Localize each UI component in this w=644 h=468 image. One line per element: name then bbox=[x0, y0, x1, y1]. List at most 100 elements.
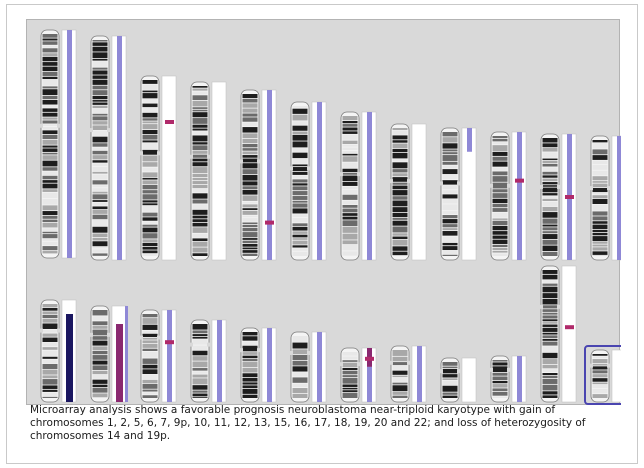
centromere-notch bbox=[257, 348, 260, 352]
chromosome-band bbox=[143, 206, 158, 212]
chromosome-band bbox=[493, 213, 508, 218]
chromosome-band bbox=[343, 156, 358, 161]
chromosome-band bbox=[493, 136, 508, 138]
chromosome-band bbox=[593, 370, 608, 373]
chromosome-band bbox=[93, 238, 108, 241]
chromosome-band bbox=[293, 148, 308, 152]
chromosome-band bbox=[43, 334, 58, 337]
chromosome-band bbox=[443, 236, 458, 242]
chromosome-band bbox=[143, 93, 158, 98]
chromosome-band bbox=[43, 390, 58, 392]
chromosome-chr4 bbox=[190, 82, 226, 260]
centromere-notch bbox=[240, 348, 243, 352]
chromosome-band bbox=[293, 248, 308, 250]
chromosome-band bbox=[343, 251, 358, 255]
chromosome-band bbox=[593, 184, 608, 188]
chromosome-band bbox=[393, 207, 408, 212]
chromosome-band bbox=[293, 252, 308, 256]
chromosome-band bbox=[543, 270, 558, 274]
chromosome-band bbox=[193, 110, 208, 112]
chromosome-band bbox=[193, 391, 208, 393]
chromosome-band bbox=[93, 167, 108, 171]
chromosome-band bbox=[93, 121, 108, 124]
chromosome-band bbox=[193, 362, 208, 368]
chromosome-band bbox=[93, 114, 108, 116]
chromosome-band bbox=[293, 141, 308, 147]
highlight-mark bbox=[165, 120, 174, 124]
chromosome-band bbox=[393, 153, 408, 158]
chromosome-band bbox=[593, 242, 608, 244]
chromosome-band bbox=[93, 68, 108, 70]
chromosome-band bbox=[43, 161, 58, 167]
chromosome-band bbox=[593, 176, 608, 180]
chromosome-band bbox=[93, 47, 108, 52]
chromosome-band bbox=[43, 205, 58, 210]
chromosome-band bbox=[43, 180, 58, 183]
ideogram-strip bbox=[412, 124, 426, 260]
chromosome-band bbox=[443, 386, 458, 392]
chromosome-band bbox=[543, 196, 558, 198]
chromosome-band bbox=[393, 385, 408, 391]
chromosome-band bbox=[493, 396, 508, 398]
chromosome-band bbox=[193, 181, 208, 184]
chromosome-band bbox=[343, 116, 358, 120]
chromosome-band bbox=[543, 143, 558, 147]
chromosome-band bbox=[193, 242, 208, 247]
chromosome-band bbox=[93, 155, 108, 159]
chromosome-band bbox=[593, 140, 608, 142]
chromosome-band bbox=[443, 219, 458, 223]
chromosome-band bbox=[193, 167, 208, 173]
chromosome-band bbox=[243, 195, 258, 200]
chromosome-band bbox=[343, 187, 358, 189]
chromosome-band bbox=[493, 157, 508, 161]
chromosome-band bbox=[43, 308, 58, 311]
chromosome-band bbox=[343, 121, 358, 123]
chromosome-band bbox=[293, 132, 308, 134]
chromosome-band bbox=[43, 330, 58, 333]
chromosome-chr13 bbox=[40, 300, 76, 402]
chromosome-band bbox=[93, 346, 108, 350]
chromosome-band bbox=[93, 80, 108, 85]
chromosome-band bbox=[43, 251, 58, 253]
chromosome-band bbox=[43, 193, 58, 198]
highlight-mark bbox=[565, 325, 574, 329]
chromosome-band bbox=[93, 206, 108, 209]
chromosome-band bbox=[93, 388, 108, 393]
figure-caption: Microarray analysis shows a favorable pr… bbox=[30, 404, 626, 443]
copy-number-track bbox=[367, 367, 372, 402]
centromere-notch bbox=[340, 172, 343, 176]
chromosome-band bbox=[93, 233, 108, 237]
chromosome-band bbox=[593, 357, 608, 359]
chromosome-band bbox=[43, 220, 58, 222]
chromosome-band bbox=[393, 213, 408, 217]
chromosome-band bbox=[543, 319, 558, 321]
chromosome-band bbox=[443, 231, 458, 236]
chromosome-band bbox=[193, 129, 208, 131]
chromosome-band bbox=[43, 105, 58, 107]
chromosome-band bbox=[243, 222, 258, 224]
chromosome-band bbox=[543, 179, 558, 182]
chromosome-band bbox=[143, 203, 158, 205]
centromere-notch bbox=[357, 172, 360, 176]
chromosome-band bbox=[193, 223, 208, 227]
chromosome-band bbox=[93, 380, 108, 384]
chromosome-band bbox=[143, 130, 158, 134]
centromere-notch bbox=[57, 124, 60, 128]
chromosome-band bbox=[343, 201, 358, 204]
chromosome-band bbox=[143, 314, 158, 317]
chromosome-band bbox=[43, 113, 58, 117]
chromosome-band bbox=[43, 246, 58, 250]
chromosome-band bbox=[143, 168, 158, 172]
chromosome-band bbox=[93, 42, 108, 46]
chromosome-band bbox=[543, 299, 558, 305]
chromosome-band bbox=[43, 146, 58, 148]
centromere-notch bbox=[240, 159, 243, 163]
copy-number-track bbox=[367, 112, 372, 260]
chromosome-band bbox=[493, 376, 508, 380]
chromosome-band bbox=[43, 343, 58, 347]
chromosome-band bbox=[543, 379, 558, 384]
chromosome-band bbox=[143, 380, 158, 383]
chromosome-band bbox=[543, 225, 558, 227]
chromosome-band bbox=[143, 225, 158, 227]
chromosome-band bbox=[43, 77, 58, 79]
